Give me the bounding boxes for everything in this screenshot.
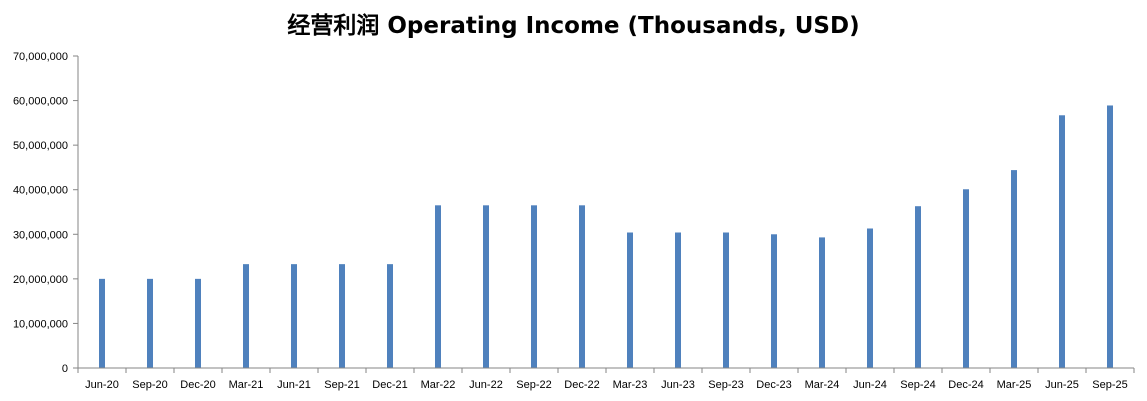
bar-jun-23 bbox=[675, 232, 681, 368]
x-tick-label: Mar-25 bbox=[997, 379, 1032, 391]
x-axis-ticks: Jun-20 Sep-20 Dec-20 Mar-21 Jun-21 Sep-21 Dec-… bbox=[77, 368, 1135, 391]
chart-title: 经营利润 Operating Income (Thousands, USD) bbox=[287, 13, 860, 39]
x-tick-label: Dec-23 bbox=[756, 379, 791, 391]
x-tick-label: Sep-25 bbox=[1092, 379, 1127, 391]
x-tick-label: Sep-24 bbox=[900, 379, 935, 391]
x-tick-label: Dec-24 bbox=[948, 379, 983, 391]
bar-mar-21 bbox=[243, 264, 249, 368]
x-tick-label: Sep-23 bbox=[708, 379, 743, 391]
bar-jun-20 bbox=[99, 278, 105, 368]
bar-sep-22 bbox=[531, 205, 537, 368]
x-tick-label: Sep-22 bbox=[516, 379, 551, 391]
bar-sep-23 bbox=[723, 232, 729, 368]
y-tick-label: 30,000,000 bbox=[13, 229, 68, 241]
y-tick-label: 20,000,000 bbox=[13, 274, 68, 286]
bar-mar-23 bbox=[627, 232, 633, 368]
bar-jun-24 bbox=[867, 228, 873, 368]
y-axis-ticks: 0 10,000,000 20,000,000 30,000,000 40,000,00… bbox=[13, 51, 78, 375]
y-tick-label: 40,000,000 bbox=[13, 185, 68, 197]
x-tick-label: Sep-21 bbox=[324, 379, 359, 391]
bar-dec-22 bbox=[579, 205, 585, 368]
bar-dec-23 bbox=[771, 234, 777, 368]
x-tick-label: Dec-21 bbox=[372, 379, 407, 391]
x-tick-label: Sep-20 bbox=[132, 379, 167, 391]
bar-mar-24 bbox=[819, 237, 825, 368]
x-tick-label: Dec-20 bbox=[180, 379, 215, 391]
y-tick-label: 50,000,000 bbox=[13, 140, 68, 152]
x-tick-label: Jun-22 bbox=[469, 379, 503, 391]
bar-sep-20 bbox=[147, 278, 153, 368]
bar-dec-20 bbox=[195, 278, 201, 368]
bar-sep-24 bbox=[915, 206, 921, 368]
bar-mar-25 bbox=[1011, 170, 1017, 368]
bar-jun-22 bbox=[483, 205, 489, 368]
x-tick-label: Mar-21 bbox=[229, 379, 264, 391]
x-tick-label: Jun-21 bbox=[277, 379, 311, 391]
x-tick-label: Jun-23 bbox=[661, 379, 695, 391]
y-tick-label: 10,000,000 bbox=[13, 318, 68, 330]
x-tick-label: Jun-24 bbox=[853, 379, 887, 391]
x-tick-label: Mar-23 bbox=[613, 379, 648, 391]
x-tick-label: Mar-22 bbox=[421, 379, 456, 391]
bar-jun-21 bbox=[291, 264, 297, 368]
bar-sep-21 bbox=[339, 264, 345, 368]
bar-jun-25 bbox=[1059, 115, 1065, 368]
y-tick-label: 0 bbox=[62, 363, 68, 375]
x-tick-label: Mar-24 bbox=[805, 379, 840, 391]
bar-mar-22 bbox=[435, 205, 441, 368]
y-tick-label: 70,000,000 bbox=[13, 51, 68, 63]
x-tick-label: Jun-20 bbox=[85, 379, 119, 391]
bar-sep-25 bbox=[1107, 105, 1113, 368]
x-tick-label: Jun-25 bbox=[1045, 379, 1079, 391]
bars bbox=[99, 105, 1113, 368]
bar-dec-21 bbox=[387, 264, 393, 368]
bar-dec-24 bbox=[963, 189, 969, 368]
x-tick-label: Dec-22 bbox=[564, 379, 599, 391]
y-tick-label: 60,000,000 bbox=[13, 96, 68, 108]
